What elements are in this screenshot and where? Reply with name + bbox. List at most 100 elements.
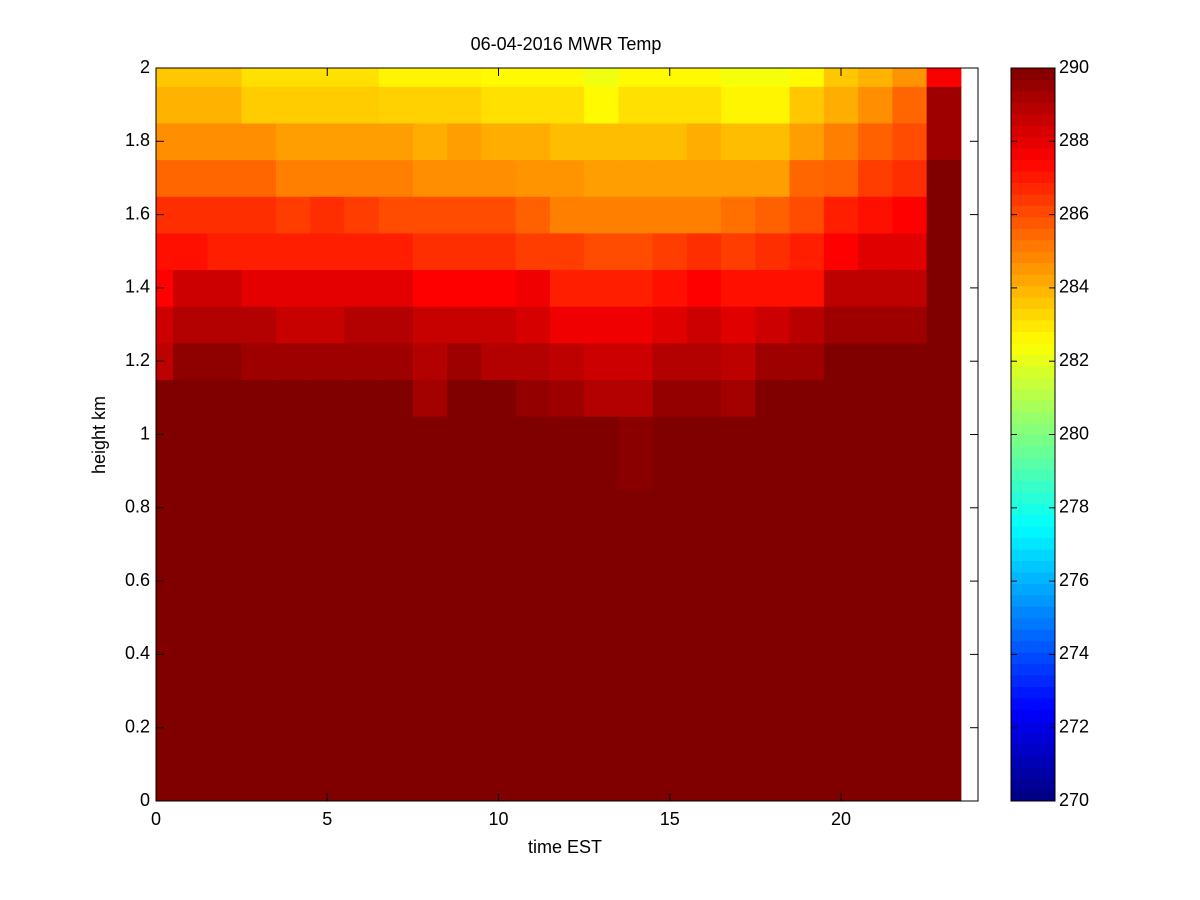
colorbar-swatch bbox=[1011, 377, 1055, 390]
colorbar-swatch bbox=[1011, 342, 1055, 355]
colorbar-swatch bbox=[1011, 617, 1055, 630]
heatmap-cell bbox=[858, 86, 893, 124]
heatmap-cell bbox=[892, 452, 928, 490]
heatmap-cell bbox=[344, 526, 380, 564]
heatmap-cell bbox=[481, 416, 517, 454]
colorbar-tick-label: 290 bbox=[1059, 57, 1089, 77]
heatmap-cell bbox=[344, 489, 380, 527]
heatmap-cell bbox=[789, 599, 825, 637]
heatmap-cell bbox=[926, 68, 962, 87]
heatmap-cell bbox=[378, 452, 414, 490]
colorbar-swatch bbox=[1011, 686, 1055, 699]
heatmap-cell bbox=[721, 452, 756, 490]
heatmap-cell bbox=[755, 526, 791, 564]
heatmap-cell bbox=[823, 452, 859, 490]
heatmap-cell bbox=[823, 562, 859, 600]
heatmap-cell bbox=[721, 68, 756, 87]
heatmap-cell bbox=[310, 122, 345, 161]
heatmap-cell bbox=[412, 452, 448, 490]
heatmap-cell bbox=[275, 746, 311, 784]
heatmap-cell bbox=[275, 672, 311, 710]
y-tick-label: 0 bbox=[140, 790, 150, 810]
heatmap-cell bbox=[344, 306, 380, 344]
heatmap-cell bbox=[310, 526, 345, 564]
heatmap-cell bbox=[686, 342, 722, 381]
colorbar-swatch bbox=[1011, 297, 1055, 310]
heatmap-cell bbox=[549, 196, 585, 234]
heatmap-cell bbox=[652, 379, 688, 417]
heatmap-cell bbox=[549, 122, 585, 161]
heatmap-cell bbox=[892, 86, 928, 124]
heatmap-cell bbox=[412, 159, 448, 197]
heatmap-cell bbox=[481, 232, 517, 271]
heatmap-cell bbox=[156, 709, 174, 747]
heatmap-cell bbox=[207, 68, 243, 87]
heatmap-cell bbox=[652, 269, 688, 307]
heatmap-cell bbox=[823, 672, 859, 710]
heatmap-cell bbox=[789, 416, 825, 454]
heatmap-cell bbox=[584, 489, 619, 527]
heatmap-cell bbox=[310, 269, 345, 307]
heatmap-cell bbox=[892, 489, 928, 527]
heatmap-cell bbox=[789, 269, 825, 307]
heatmap-cell bbox=[652, 709, 688, 747]
heatmap-cell bbox=[412, 672, 448, 710]
heatmap-cell bbox=[618, 709, 654, 747]
heatmap-cell bbox=[515, 379, 551, 417]
heatmap-cell bbox=[755, 599, 791, 637]
heatmap-cell bbox=[686, 562, 722, 600]
heatmap-cell bbox=[789, 636, 825, 674]
heatmap-cell bbox=[755, 452, 791, 490]
heatmap-cell bbox=[241, 232, 277, 271]
heatmap-cell bbox=[858, 379, 893, 417]
colorbar-tick-label: 286 bbox=[1059, 203, 1089, 223]
heatmap-cell bbox=[241, 269, 277, 307]
heatmap-cell bbox=[275, 562, 311, 600]
heatmap-cell bbox=[755, 68, 791, 87]
heatmap-cell bbox=[207, 86, 243, 124]
colorbar-swatch bbox=[1011, 400, 1055, 413]
heatmap-cell bbox=[721, 489, 756, 527]
heatmap-cell bbox=[926, 452, 962, 490]
colorbar-swatch bbox=[1011, 102, 1055, 115]
heatmap-cell bbox=[686, 782, 722, 802]
heatmap-cell bbox=[515, 196, 551, 234]
heatmap-cell bbox=[378, 306, 414, 344]
heatmap-cell bbox=[721, 122, 756, 161]
heatmap-cell bbox=[755, 232, 791, 271]
heatmap-cell bbox=[207, 269, 243, 307]
heatmap-cell bbox=[378, 86, 414, 124]
heatmap-cell bbox=[412, 599, 448, 637]
heatmap-cell bbox=[618, 416, 654, 454]
colorbar-swatch bbox=[1011, 205, 1055, 218]
heatmap-cell bbox=[481, 562, 517, 600]
heatmap-cell bbox=[618, 68, 654, 87]
heatmap-cell bbox=[549, 636, 585, 674]
heatmap-cell bbox=[789, 709, 825, 747]
heatmap-cell bbox=[549, 68, 585, 87]
heatmap-cell bbox=[275, 526, 311, 564]
heatmap-cell bbox=[207, 306, 243, 344]
heatmap-cell bbox=[755, 269, 791, 307]
heatmap-cell bbox=[310, 86, 345, 124]
heatmap-cell bbox=[926, 306, 962, 344]
heatmap-cell bbox=[858, 782, 893, 802]
heatmap-cell bbox=[858, 232, 893, 271]
colorbar-tick-label: 270 bbox=[1059, 790, 1089, 810]
colorbar-swatch bbox=[1011, 285, 1055, 298]
heatmap-cell bbox=[926, 342, 962, 381]
heatmap-cell bbox=[481, 342, 517, 381]
heatmap-cell bbox=[584, 636, 619, 674]
heatmap-cell bbox=[156, 636, 174, 674]
heatmap-cell bbox=[447, 122, 482, 161]
heatmap-cell bbox=[652, 159, 688, 197]
colorbar-swatch bbox=[1011, 491, 1055, 504]
heatmap-cell bbox=[618, 306, 654, 344]
heatmap-cell bbox=[447, 636, 482, 674]
colorbar-swatch bbox=[1011, 480, 1055, 493]
heatmap-cell bbox=[686, 196, 722, 234]
heatmap-cell bbox=[310, 562, 345, 600]
heatmap-cell bbox=[721, 709, 756, 747]
heatmap-cell bbox=[584, 709, 619, 747]
heatmap-cell bbox=[156, 232, 174, 271]
